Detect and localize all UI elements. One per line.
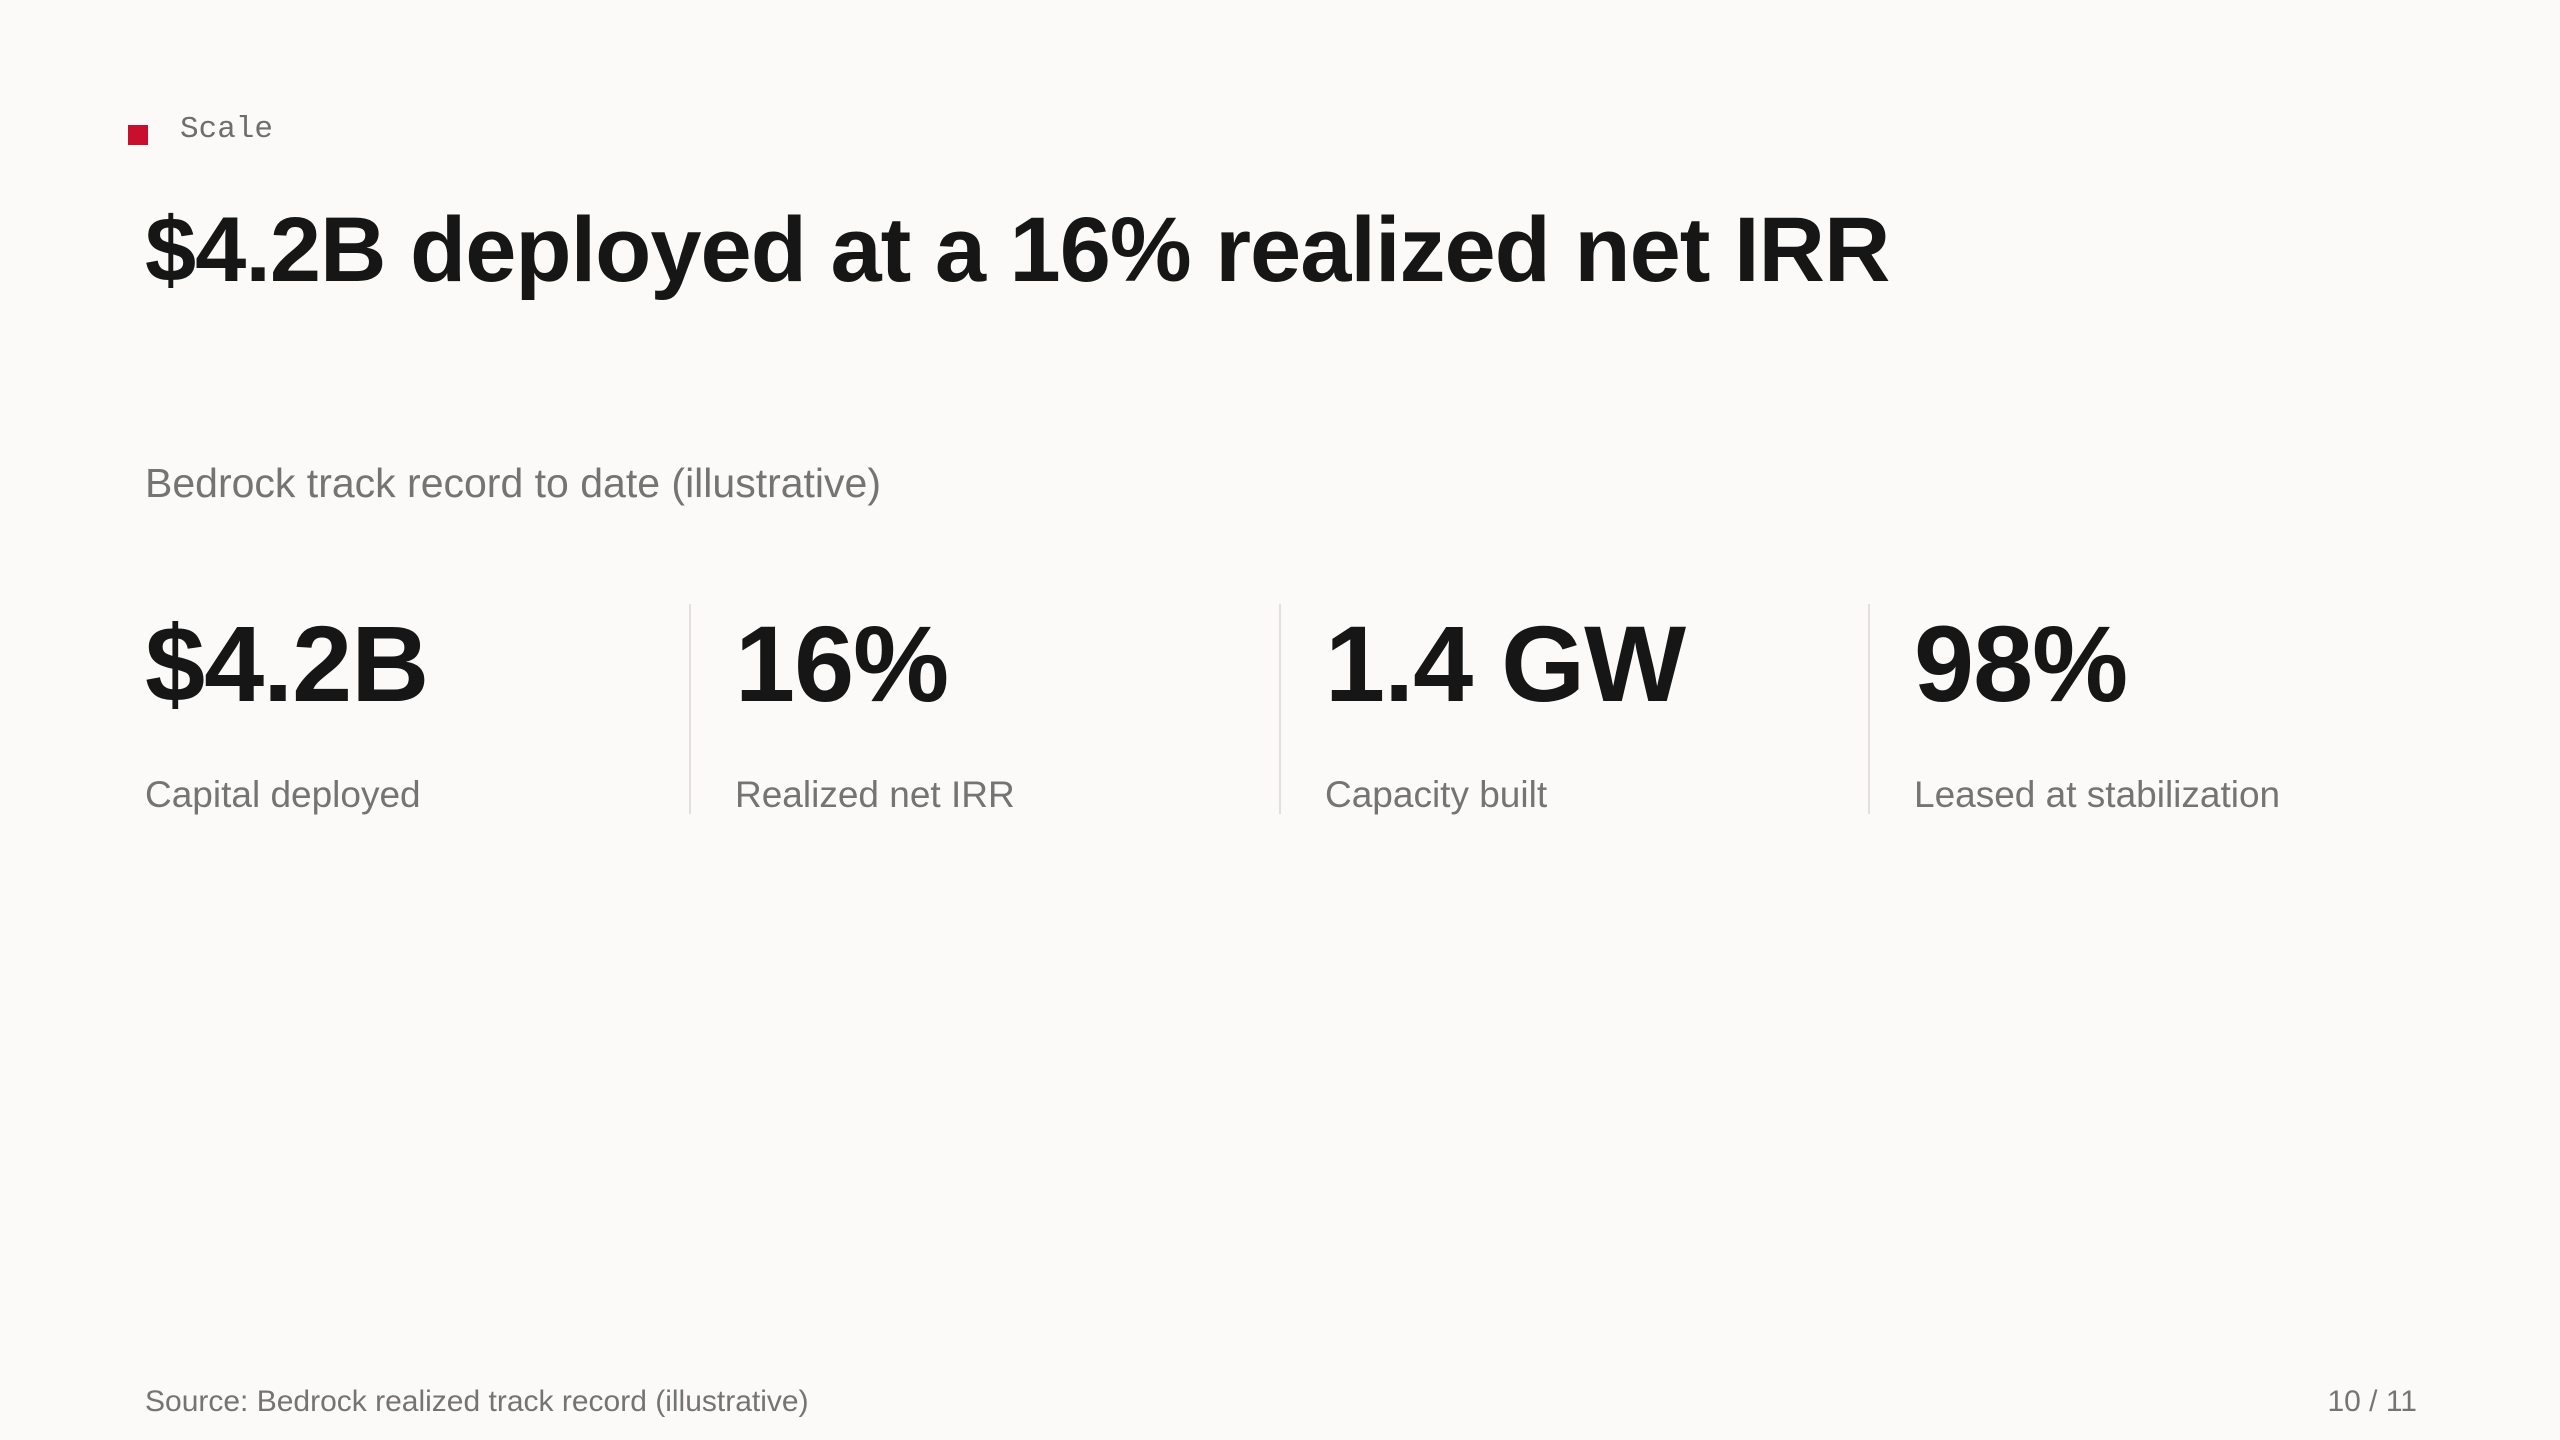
subtitle: Bedrock track record to date (illustrati… — [145, 460, 881, 506]
stat: 1.4 GW Capacity built — [1279, 603, 1868, 815]
page-number: 10 / 11 — [2327, 1385, 2417, 1418]
stat-value: 16% — [735, 603, 949, 724]
stat: 16% Realized net IRR — [689, 603, 1279, 815]
stat-value: 98% — [1914, 603, 2128, 724]
stat-value: 1.4 GW — [1325, 603, 1686, 724]
stat-label: Leased at stabilization — [1914, 774, 2281, 815]
eyebrow-marker — [128, 125, 148, 145]
eyebrow: Scale — [180, 112, 274, 147]
slide-title: $4.2B deployed at a 16% realized net IRR — [145, 199, 1890, 301]
stat-label: Capital deployed — [145, 774, 421, 815]
stat: $4.2B Capital deployed — [145, 603, 685, 816]
stat-value: $4.2B — [145, 603, 429, 724]
stat: 98% Leased at stabilization — [1868, 603, 2470, 815]
stat-label: Realized net IRR — [735, 774, 1015, 815]
stat-label: Capacity built — [1325, 774, 1548, 815]
source-note: Source: Bedrock realized track record (i… — [145, 1385, 809, 1418]
